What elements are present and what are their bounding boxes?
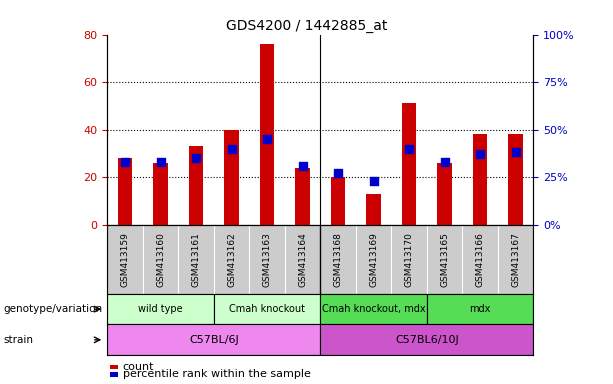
Point <box>298 163 308 169</box>
Point <box>511 149 520 156</box>
Text: GSM413165: GSM413165 <box>440 232 449 286</box>
Point <box>120 159 130 165</box>
Text: GSM413161: GSM413161 <box>191 232 200 286</box>
Point <box>404 146 414 152</box>
Bar <box>107 294 214 324</box>
Text: Cmah knockout, mdx: Cmah knockout, mdx <box>322 304 425 314</box>
Bar <box>331 177 345 225</box>
Point <box>262 136 272 142</box>
Point <box>368 178 378 184</box>
Bar <box>321 324 533 355</box>
Text: count: count <box>123 362 154 372</box>
Text: strain: strain <box>3 335 33 345</box>
Bar <box>473 134 487 225</box>
Text: GSM413159: GSM413159 <box>121 232 129 286</box>
Bar <box>153 163 167 225</box>
Text: GSM413162: GSM413162 <box>227 232 236 286</box>
Point <box>227 146 237 152</box>
Point <box>156 159 166 165</box>
Bar <box>402 103 416 225</box>
Text: wild type: wild type <box>138 304 183 314</box>
Text: GSM413164: GSM413164 <box>298 232 307 286</box>
Point <box>191 155 201 161</box>
Bar <box>118 158 132 225</box>
Text: genotype/variation: genotype/variation <box>3 304 102 314</box>
Point <box>333 170 343 176</box>
Text: C57BL6/10J: C57BL6/10J <box>395 335 459 345</box>
Bar <box>214 294 321 324</box>
Text: GSM413160: GSM413160 <box>156 232 165 286</box>
Bar <box>295 168 310 225</box>
Text: percentile rank within the sample: percentile rank within the sample <box>123 369 310 379</box>
Bar <box>321 294 427 324</box>
Text: C57BL/6J: C57BL/6J <box>189 335 238 345</box>
Text: GSM413168: GSM413168 <box>333 232 343 286</box>
Text: GSM413169: GSM413169 <box>369 232 378 286</box>
Bar <box>260 44 274 225</box>
Point <box>440 159 449 165</box>
Bar <box>367 194 381 225</box>
Text: GSM413167: GSM413167 <box>511 232 520 286</box>
Point <box>475 151 485 157</box>
Bar <box>107 324 321 355</box>
Bar <box>508 134 523 225</box>
Bar <box>427 294 533 324</box>
Text: mdx: mdx <box>470 304 491 314</box>
Text: GDS4200 / 1442885_at: GDS4200 / 1442885_at <box>226 19 387 33</box>
Text: GSM413166: GSM413166 <box>476 232 484 286</box>
Text: GSM413163: GSM413163 <box>262 232 272 286</box>
Text: Cmah knockout: Cmah knockout <box>229 304 305 314</box>
Bar <box>189 146 203 225</box>
Bar <box>438 163 452 225</box>
Bar <box>224 130 238 225</box>
Text: GSM413170: GSM413170 <box>405 232 414 286</box>
